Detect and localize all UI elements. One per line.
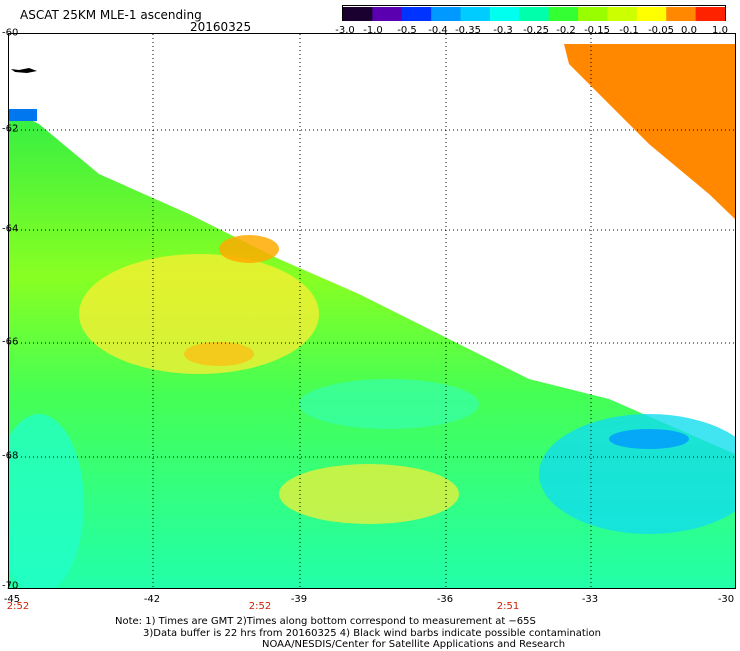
colorbar-label: -0.05 xyxy=(648,25,674,36)
time-label: 2:51 xyxy=(496,601,520,612)
time-label: 2:52 xyxy=(6,601,30,612)
colorbar-label: -0.4 xyxy=(428,25,448,36)
colorbar xyxy=(342,5,726,21)
lat-label: -68 xyxy=(2,450,19,462)
colorbar-segment xyxy=(343,7,373,21)
colorbar-segment xyxy=(401,7,432,21)
colorbar-segment xyxy=(489,7,520,21)
patch-yellow-2 xyxy=(279,464,459,524)
patch-cyan-right xyxy=(539,414,735,534)
time-label: 2:52 xyxy=(248,601,272,612)
note-line-1: Note: 1) Times are GMT 2)Times along bot… xyxy=(115,616,536,627)
colorbar-label: 1.0 xyxy=(712,25,728,36)
colorbar-label: -0.35 xyxy=(455,25,481,36)
lon-label: -45 xyxy=(3,594,21,605)
colorbar-segment xyxy=(695,7,726,21)
note-line-2: 3)Data buffer is 22 hrs from 20160325 4)… xyxy=(143,628,601,639)
colorbar-segment xyxy=(666,7,697,21)
lon-label: -30 xyxy=(717,594,735,605)
lat-label: -70 xyxy=(2,580,19,592)
patch-blue-corner xyxy=(9,109,37,121)
colorbar-segment xyxy=(636,7,667,21)
colorbar-segment xyxy=(460,7,491,21)
colorbar-label: 0.0 xyxy=(681,25,697,36)
colorbar-label: -0.2 xyxy=(556,25,576,36)
graticule xyxy=(9,34,735,588)
land-fragment xyxy=(11,68,37,73)
patch-orange-1 xyxy=(219,235,279,263)
colorbar-label: -0.5 xyxy=(397,25,417,36)
lat-label: -64 xyxy=(2,223,19,235)
lon-label: -36 xyxy=(436,594,454,605)
colorbar-label: -0.3 xyxy=(493,25,513,36)
colorbar-label: -1.0 xyxy=(363,25,383,36)
map-panel xyxy=(8,33,736,589)
colorbar-segment xyxy=(548,7,579,21)
lat-label: -66 xyxy=(2,336,19,348)
map-date: 20160325 xyxy=(190,20,252,34)
lon-label: -39 xyxy=(290,594,308,605)
lat-label: -62 xyxy=(2,123,19,135)
lat-label: -60 xyxy=(2,27,19,39)
colorbar-segment xyxy=(431,7,462,21)
colorbar-segment xyxy=(372,7,403,21)
patch-cyan-mid xyxy=(299,379,479,429)
patch-yellow-1 xyxy=(79,254,319,374)
colorbar-segment xyxy=(519,7,550,21)
colorbar-segment xyxy=(578,7,608,21)
colorbar-gradient xyxy=(343,7,726,21)
patch-cyan-left xyxy=(9,414,84,588)
lon-label: -42 xyxy=(143,594,161,605)
map-title: ASCAT 25KM MLE-1 ascending xyxy=(20,8,202,22)
patch-blue xyxy=(609,429,689,449)
colorbar-segment xyxy=(607,7,638,21)
colorbar-label: -3.0 xyxy=(335,25,355,36)
colorbar-label: -0.15 xyxy=(584,25,610,36)
lon-label: -33 xyxy=(581,594,599,605)
patch-orange-2 xyxy=(184,342,254,366)
colorbar-label: -0.25 xyxy=(523,25,549,36)
colorbar-label: -0.1 xyxy=(619,25,639,36)
note-line-3: NOAA/NESDIS/Center for Satellite Applica… xyxy=(262,639,566,650)
swath-upper-right xyxy=(564,44,735,219)
wind-field-map xyxy=(9,34,735,588)
